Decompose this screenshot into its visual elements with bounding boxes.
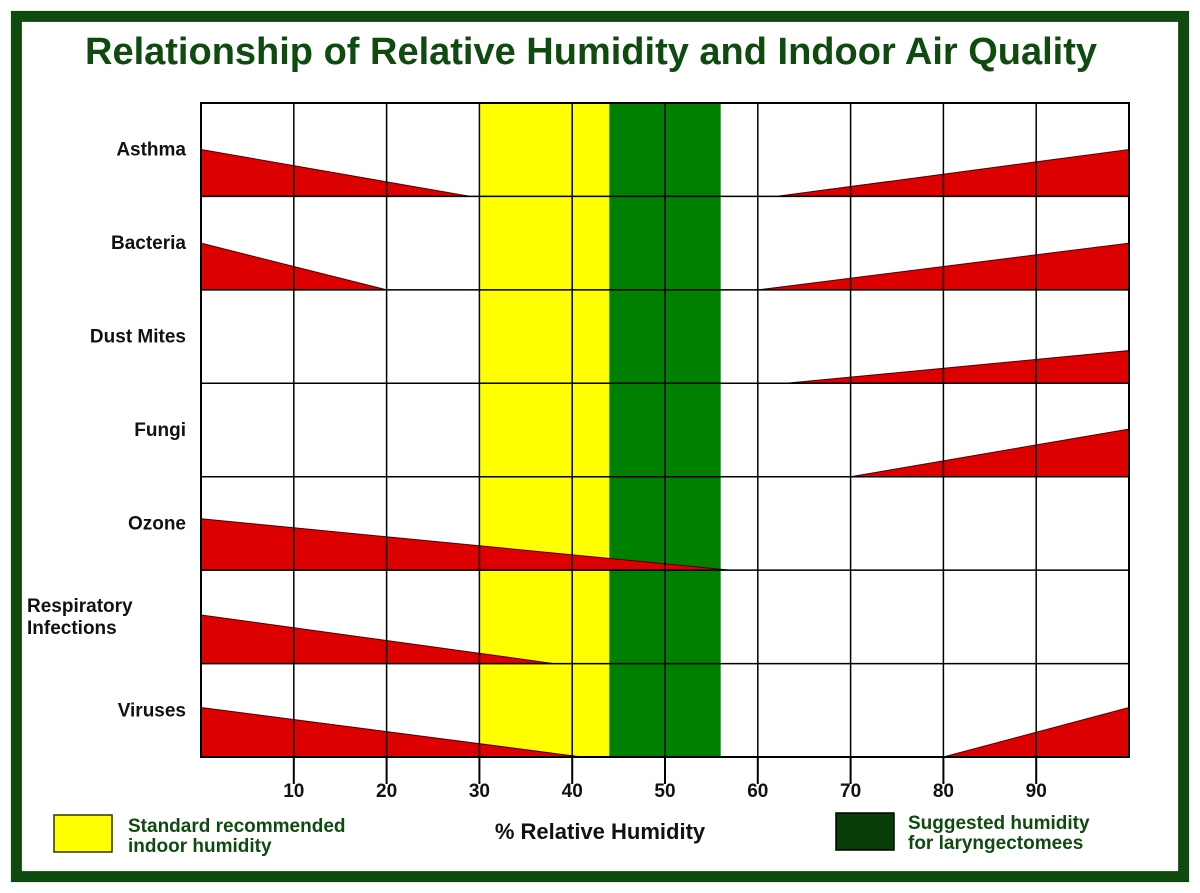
svg-text:50: 50 (654, 781, 675, 802)
svg-text:40: 40 (562, 781, 583, 802)
svg-text:Fungi: Fungi (134, 420, 186, 441)
svg-text:30: 30 (469, 781, 490, 802)
svg-text:10: 10 (283, 781, 304, 802)
svg-text:Infections: Infections (27, 618, 117, 639)
svg-text:Relationship of Relative Humid: Relationship of Relative Humidity and In… (85, 31, 1097, 73)
svg-text:for laryngectomees: for laryngectomees (908, 833, 1083, 854)
svg-text:% Relative Humidity: % Relative Humidity (495, 819, 706, 844)
svg-text:Dust Mites: Dust Mites (90, 327, 186, 348)
svg-text:Suggested humidity: Suggested humidity (908, 813, 1090, 834)
svg-text:80: 80 (933, 781, 954, 802)
svg-text:20: 20 (376, 781, 397, 802)
svg-text:60: 60 (747, 781, 768, 802)
svg-text:Asthma: Asthma (116, 140, 186, 161)
svg-text:Respiratory: Respiratory (27, 596, 133, 617)
svg-text:indoor humidity: indoor humidity (128, 836, 272, 857)
svg-text:Bacteria: Bacteria (111, 233, 186, 254)
svg-text:Viruses: Viruses (118, 700, 186, 721)
svg-text:Ozone: Ozone (128, 513, 186, 534)
svg-text:70: 70 (840, 781, 861, 802)
svg-text:Standard recommended: Standard recommended (128, 816, 346, 837)
svg-text:90: 90 (1026, 781, 1047, 802)
